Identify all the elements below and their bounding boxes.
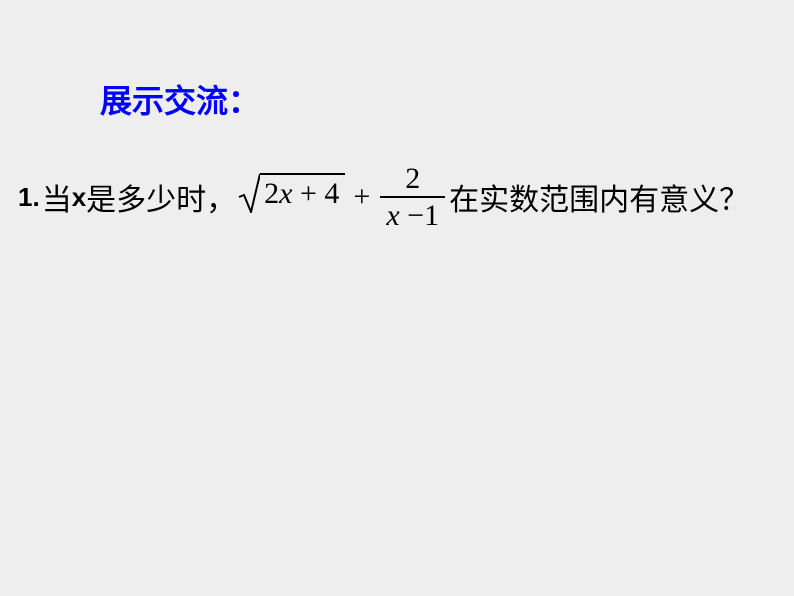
- section-title: 展示交流：: [100, 76, 260, 122]
- radicand: 2x + 4: [260, 173, 345, 213]
- fraction-numerator: 2: [399, 163, 426, 195]
- fraction: 2 x −1: [380, 163, 445, 232]
- sqrt-x: x: [279, 177, 292, 210]
- sqrt-b: 4: [324, 177, 339, 210]
- comma: ，: [206, 175, 236, 219]
- plus-sign: +: [353, 180, 370, 214]
- variable-x: x: [72, 182, 86, 213]
- den-x: x: [386, 199, 399, 232]
- title-text: 展示交流：: [100, 83, 260, 119]
- problem-line: 1. 当 x 是多少时 ， 2x + 4 + 2 x −1 在实数范围内有意义？: [18, 152, 749, 242]
- tail-text: 在实数范围内有意义？: [449, 175, 749, 219]
- den-b: 1: [424, 199, 439, 232]
- den-op: −: [407, 199, 424, 232]
- fraction-bar: [380, 196, 445, 198]
- fraction-denominator: x −1: [380, 200, 445, 232]
- problem-number: 1.: [18, 182, 40, 213]
- sqrt-coef: 2: [264, 177, 279, 210]
- lead-dang: 当: [42, 175, 72, 219]
- radical-icon: [238, 173, 260, 213]
- lead-rest: 是多少时: [86, 175, 206, 219]
- sqrt-expression: 2x + 4: [238, 173, 345, 213]
- sqrt-op: +: [300, 177, 317, 210]
